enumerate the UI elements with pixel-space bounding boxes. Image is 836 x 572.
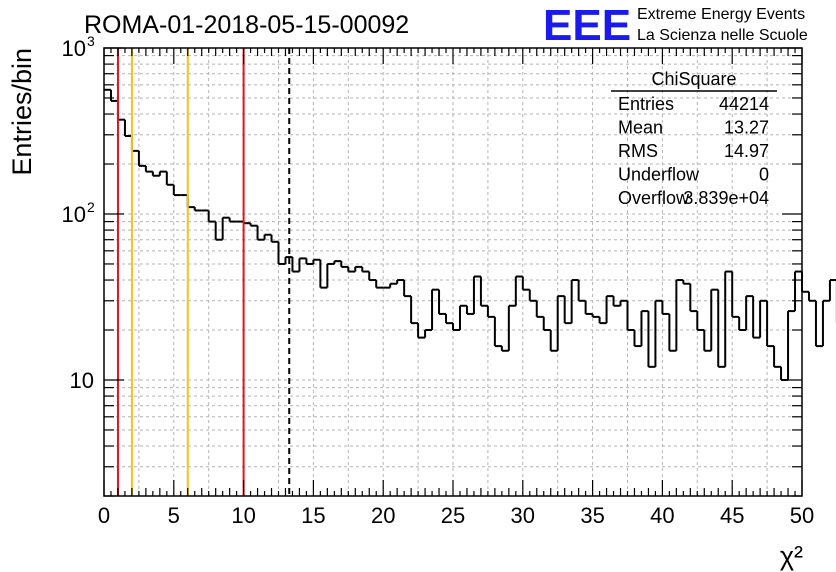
grid-lines [104, 48, 802, 496]
stats-row-value: 13.27 [724, 118, 769, 138]
stats-row-label: Underflow [618, 165, 700, 185]
x-tick-label: 50 [790, 503, 814, 528]
x-tick-label: 25 [441, 503, 465, 528]
y-tick-label-exponent: 3 [87, 33, 95, 49]
axes-frame [103, 47, 803, 497]
x-tick-label: 45 [720, 503, 744, 528]
stats-row-label: Mean [618, 118, 663, 138]
eee-logo: EEE Extreme Energy Events La Scienza nel… [543, 1, 808, 50]
y-tick-label-exponent: 2 [87, 199, 95, 215]
y-axis-label: Entries/bin [7, 48, 37, 176]
x-tick-label: 10 [231, 503, 255, 528]
stats-box: ChiSquare Entries 44214 Mean 13.27 RMS 14.97 U… [611, 69, 777, 208]
x-tick-label: 0 [98, 503, 110, 528]
y-tick-label: 10 [62, 202, 86, 227]
stats-row-value: 0 [759, 165, 769, 185]
logo-line1: Extreme Energy Events [637, 6, 805, 23]
stats-row-label: Entries [618, 94, 674, 114]
stats-row-value: 44214 [719, 94, 769, 114]
chart-title: ROMA-01-2018-05-15-00092 [84, 11, 409, 39]
logo-mark: EEE [543, 1, 631, 50]
stats-row-value: 14.97 [724, 141, 769, 161]
x-axis-label: χ² [780, 541, 803, 571]
stats-row-value: 3.839e+04 [683, 188, 769, 208]
y-tick-label: 10 [70, 368, 94, 393]
reference-lines [116, 48, 291, 496]
logo-line2: La Scienza nelle Scuole [637, 27, 808, 44]
histogram-series [104, 88, 836, 381]
x-tick-label: 35 [580, 503, 604, 528]
x-tick-label: 40 [650, 503, 674, 528]
x-tick-label: 30 [511, 503, 535, 528]
x-tick-labels: 0 5 10 15 20 25 30 35 40 45 50 [98, 503, 814, 528]
stats-row-label: RMS [618, 141, 658, 161]
y-tick-label: 10 [62, 36, 86, 61]
stats-rows: Entries 44214 Mean 13.27 RMS 14.97 Underflow 0 O… [618, 94, 769, 208]
stats-title: ChiSquare [651, 69, 736, 89]
stats-row-label: Overflow [618, 188, 690, 208]
x-tick-label: 20 [371, 503, 395, 528]
x-tick-label: 5 [168, 503, 180, 528]
x-tick-label: 15 [301, 503, 325, 528]
